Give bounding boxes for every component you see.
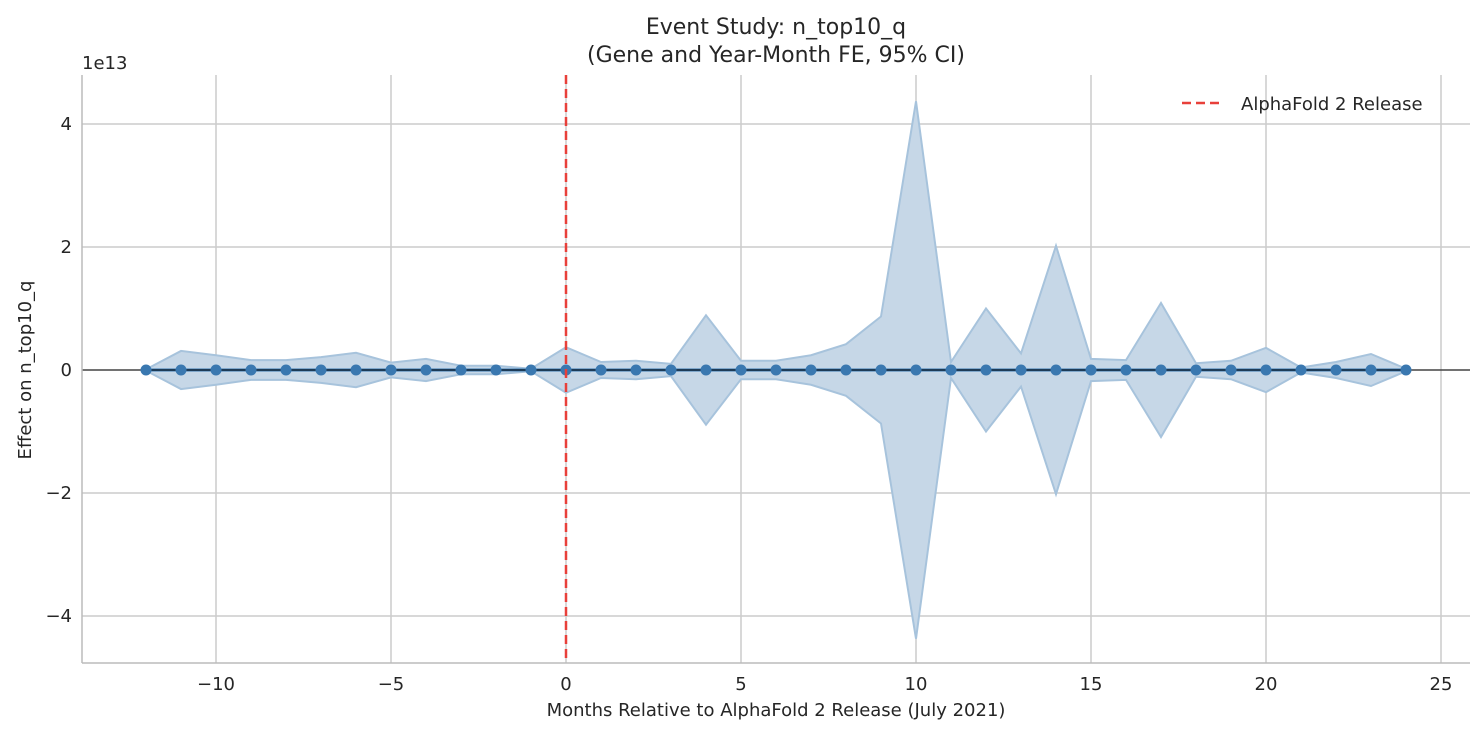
chart-subtitle: (Gene and Year-Month FE, 95% CI): [587, 43, 965, 68]
data-point: [980, 364, 992, 376]
data-point: [280, 364, 292, 376]
data-point: [665, 364, 677, 376]
data-point: [175, 364, 187, 376]
legend-label: AlphaFold 2 Release: [1241, 94, 1423, 115]
y-tick-label: −4: [45, 606, 72, 627]
x-tick-label: 10: [905, 674, 928, 695]
data-point: [1050, 364, 1062, 376]
data-point: [1295, 364, 1307, 376]
x-tick-label: 5: [735, 674, 746, 695]
chart-title: Event Study: n_top10_q: [646, 15, 906, 40]
y-offset-label: 1e13: [82, 53, 127, 74]
y-tick-label: 0: [61, 360, 72, 381]
data-point: [1365, 364, 1377, 376]
x-tick-label: −10: [197, 674, 235, 695]
data-point: [1225, 364, 1237, 376]
data-point: [350, 364, 362, 376]
data-point: [875, 364, 887, 376]
data-point: [770, 364, 782, 376]
data-point: [1400, 364, 1412, 376]
data-point: [490, 364, 502, 376]
data-point: [385, 364, 397, 376]
data-point: [1190, 364, 1202, 376]
data-point: [210, 364, 222, 376]
axes: −10 −5 0 5 10 15 20 25 −4 −2 0 2 4: [45, 75, 1470, 695]
data-point: [315, 364, 327, 376]
x-tick-label: 15: [1080, 674, 1103, 695]
y-axis-label: Effect on n_top10_q: [15, 281, 36, 460]
data-point: [420, 364, 432, 376]
x-tick-label: −5: [378, 674, 405, 695]
data-point: [840, 364, 852, 376]
data-point: [630, 364, 642, 376]
data-point: [140, 364, 152, 376]
x-tick-label: 25: [1430, 674, 1453, 695]
data-point: [910, 364, 922, 376]
data-point: [525, 364, 537, 376]
data-point: [1015, 364, 1027, 376]
data-point: [1085, 364, 1097, 376]
data-point: [455, 364, 467, 376]
series-marks: [82, 75, 1470, 663]
x-tick-label: 0: [560, 674, 571, 695]
data-point: [1330, 364, 1342, 376]
y-tick-label: 2: [61, 237, 72, 258]
data-point: [1155, 364, 1167, 376]
data-point: [595, 364, 607, 376]
data-point: [735, 364, 747, 376]
y-tick-label: 4: [61, 114, 72, 135]
data-point: [700, 364, 712, 376]
x-tick-label: 20: [1255, 674, 1278, 695]
data-point: [1120, 364, 1132, 376]
data-point: [1260, 364, 1272, 376]
legend: AlphaFold 2 Release: [1182, 94, 1423, 115]
data-point: [945, 364, 957, 376]
data-point: [245, 364, 257, 376]
x-axis-label: Months Relative to AlphaFold 2 Release (…: [547, 700, 1006, 721]
y-tick-label: −2: [45, 483, 72, 504]
data-point: [805, 364, 817, 376]
